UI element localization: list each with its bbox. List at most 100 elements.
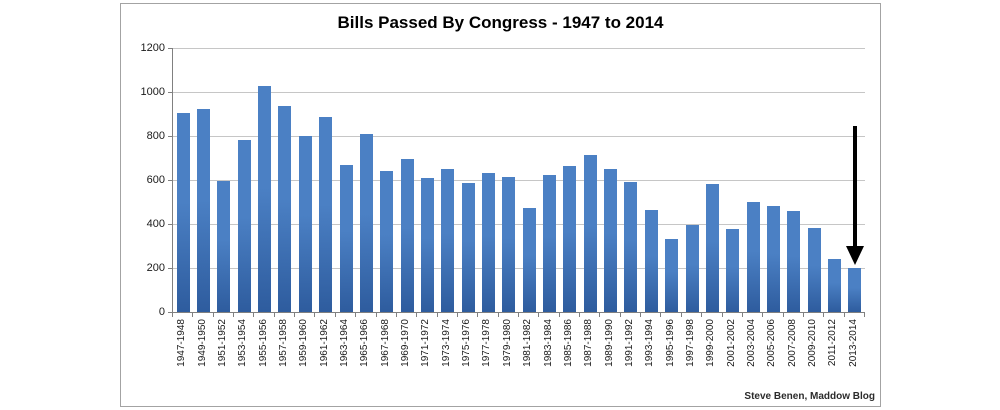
x-axis-label-text: 1955-1956 xyxy=(257,319,269,367)
x-axis-label-text: 2003-2004 xyxy=(746,319,758,367)
gridline xyxy=(173,91,865,93)
axis-tick xyxy=(172,313,173,317)
bar-1995-1996 xyxy=(665,238,679,312)
bar-1953-1954 xyxy=(237,140,251,312)
x-axis-label: 1963-1964 xyxy=(335,319,355,397)
x-axis-label-text: 1947-1948 xyxy=(176,319,188,367)
x-axis-label: 2001-2002 xyxy=(722,319,742,397)
down-arrow-annotation xyxy=(852,126,857,246)
axis-tick xyxy=(518,313,519,317)
bar-1967-1968 xyxy=(380,171,394,312)
axis-tick xyxy=(294,313,296,317)
bar-2001-2002 xyxy=(726,229,740,312)
x-axis-label: 1993-1994 xyxy=(640,319,660,397)
bar-1971-1972 xyxy=(420,178,434,312)
x-axis-label: 1965-1966 xyxy=(355,319,375,397)
x-axis-label-text: 1977-1978 xyxy=(481,319,493,367)
axis-tick xyxy=(640,313,642,317)
y-axis-label: 200 xyxy=(146,262,165,274)
axis-tick xyxy=(579,313,581,317)
gridline xyxy=(173,135,865,137)
bar-2011-2012 xyxy=(827,259,841,312)
y-axis-label: 1000 xyxy=(140,86,165,98)
bar-1987-1988 xyxy=(583,155,597,312)
axis-tick xyxy=(660,313,662,317)
y-axis-label: 600 xyxy=(146,174,165,186)
bar-1997-1998 xyxy=(685,225,699,312)
gridline xyxy=(173,179,865,181)
bar-1975-1976 xyxy=(461,182,475,312)
x-axis-label-text: 2001-2002 xyxy=(725,319,737,367)
x-axis-label-text: 1989-1990 xyxy=(603,319,615,367)
bar-1985-1986 xyxy=(563,165,577,312)
x-axis-label: 1957-1958 xyxy=(274,319,294,397)
x-axis-label: 1981-1982 xyxy=(518,319,538,397)
bar-1965-1966 xyxy=(359,133,373,312)
axis-tick xyxy=(599,313,601,317)
x-axis-label: 1983-1984 xyxy=(538,319,558,397)
x-axis-label-text: 1969-1970 xyxy=(400,319,412,367)
x-axis-label-text: 1951-1952 xyxy=(216,319,228,367)
bar-1947-1948 xyxy=(176,112,190,312)
chart-title: Bills Passed By Congress - 1947 to 2014 xyxy=(337,13,664,32)
bar-1977-1978 xyxy=(481,172,495,312)
axis-tick xyxy=(843,313,845,317)
gridline xyxy=(173,267,865,269)
axis-tick xyxy=(168,312,172,313)
bar-1957-1958 xyxy=(278,106,292,312)
bar-1969-1970 xyxy=(400,159,414,312)
axis-tick xyxy=(168,92,172,93)
axis-tick xyxy=(168,48,172,49)
chart-frame: Bills Passed By Congress - 1947 to 2014 … xyxy=(120,3,881,407)
x-axis-label-text: 1995-1996 xyxy=(664,319,676,367)
bar-1963-1964 xyxy=(339,165,353,312)
x-axis-label-text: 1973-1974 xyxy=(440,319,452,367)
bar-1949-1950 xyxy=(197,109,211,312)
gridline xyxy=(173,47,865,49)
x-axis-label: 1987-1988 xyxy=(579,319,599,397)
bar-1973-1974 xyxy=(441,169,455,312)
x-axis-label: 2009-2010 xyxy=(803,319,823,397)
x-axis-label: 1969-1970 xyxy=(396,319,416,397)
bar-2005-2006 xyxy=(766,205,780,312)
axis-tick xyxy=(314,313,316,317)
x-axis-label: 1979-1980 xyxy=(498,319,518,397)
axis-tick xyxy=(721,313,723,317)
x-axis-label: 1985-1986 xyxy=(559,319,579,397)
x-axis-label: 1967-1968 xyxy=(376,319,396,397)
x-axis-label: 1997-1998 xyxy=(681,319,701,397)
bar-1955-1956 xyxy=(258,85,272,312)
y-axis-label: 1200 xyxy=(140,42,165,54)
x-axis-label-text: 2011-2012 xyxy=(827,319,839,367)
x-axis-label: 1951-1952 xyxy=(213,319,233,397)
axis-tick xyxy=(802,313,804,317)
axis-tick xyxy=(355,313,357,317)
axis-tick xyxy=(701,313,703,317)
axis-tick xyxy=(168,180,172,181)
axis-tick xyxy=(375,313,377,317)
x-axis-label-text: 1965-1966 xyxy=(359,319,371,367)
x-axis-label: 1959-1960 xyxy=(294,319,314,397)
bar-2013-2014 xyxy=(848,268,862,312)
axis-tick xyxy=(436,313,438,317)
arrowhead-icon xyxy=(845,246,864,265)
x-axis-label-text: 1999-2000 xyxy=(705,319,717,367)
x-axis-label-text: 1949-1950 xyxy=(196,319,208,367)
bar-1991-1992 xyxy=(624,182,638,312)
bar-2003-2004 xyxy=(746,202,760,312)
bar-1961-1962 xyxy=(319,117,333,312)
x-axis-label: 1949-1950 xyxy=(192,319,212,397)
axis-tick xyxy=(823,313,825,317)
axis-tick xyxy=(168,136,172,137)
x-axis-label: 1971-1972 xyxy=(416,319,436,397)
x-axis-label: 1975-1976 xyxy=(457,319,477,397)
x-axis-label-text: 1967-1968 xyxy=(379,319,391,367)
x-axis-label: 1991-1992 xyxy=(620,319,640,397)
axis-tick xyxy=(273,313,275,317)
bar-1951-1952 xyxy=(217,181,231,312)
x-axis-label: 1995-1996 xyxy=(660,319,680,397)
x-axis-label: 1977-1978 xyxy=(477,319,497,397)
axis-tick xyxy=(497,313,499,317)
x-axis-label: 2013-2014 xyxy=(844,319,864,397)
